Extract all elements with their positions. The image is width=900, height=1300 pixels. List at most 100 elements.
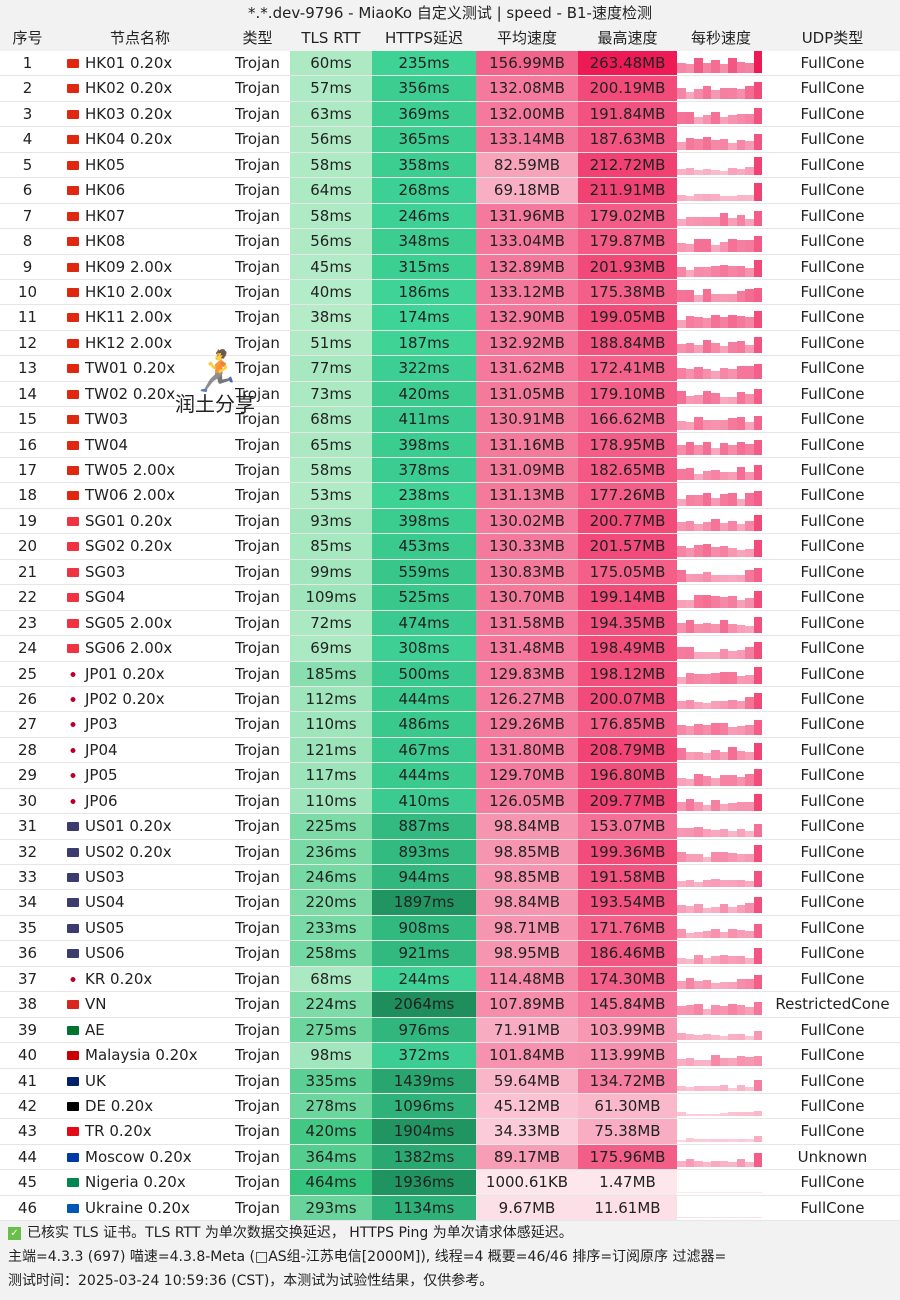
table-row[interactable]: 42 DE 0.20x Trojan 278ms 1096ms 45.12MB 61.30M… [0, 1093, 900, 1120]
protocol-type-cell: Trojan [235, 766, 280, 785]
table-row[interactable]: 36 US06 Trojan 258ms 921ms 98.95MB 186.46MB Ful… [0, 941, 900, 967]
udp-type-cell: FullCone [800, 461, 865, 479]
table-row[interactable]: 46 Ukraine 0.20x Trojan 293ms 1134ms 9.67MB 11… [0, 1195, 900, 1222]
column-header[interactable]: 最高速度 [597, 29, 658, 47]
index-cell: 7 [22, 206, 33, 225]
index-cell: 3 [22, 104, 33, 123]
speed-bar [736, 89, 745, 99]
table-row[interactable]: 44 Moscow 0.20x Trojan 364ms 1382ms 89.17MB 17… [0, 1144, 900, 1171]
speed-bar [711, 701, 720, 710]
table-header: 序号 节点名称 类型 TLS RTT HTTPS延迟 平均速度 最高速度 每秒速度 UDP类型 [0, 26, 900, 51]
table-row[interactable]: 34 US04 Trojan 220ms 1897ms 98.84MB 193.54MB Fu… [0, 890, 900, 916]
table-row[interactable]: 11 HK11 2.00x Trojan 38ms 174ms 132.90MB 199.0… [0, 305, 900, 331]
node-name-cell: Malaysia 0.20x [55, 1043, 225, 1067]
protocol-type-cell: Trojan [235, 1096, 280, 1115]
table-row[interactable]: 22 SG04 Trojan 109ms 525ms 130.70MB 199.14MB Fu… [0, 585, 900, 611]
table-row[interactable]: 4 HK04 0.20x Trojan 56ms 365ms 133.14MB 187.63… [0, 127, 900, 153]
table-row[interactable]: 26 JP02 0.20x Trojan 112ms 444ms 126.27MB 200.… [0, 686, 900, 713]
table-row[interactable]: 9 HK09 2.00x Trojan 45ms 315ms 132.89MB 201.93… [0, 254, 900, 280]
table-row[interactable]: 39 AE Trojan 275ms 976ms 71.91MB 103.99MB FullC… [0, 1017, 900, 1044]
speed-bar [745, 724, 754, 735]
table-row[interactable]: 37 KR 0.20x Trojan 68ms 244ms 114.48MB 174.30M… [0, 966, 900, 993]
speed-bar [677, 623, 686, 634]
table-row[interactable]: 2 HK02 0.20x Trojan 57ms 356ms 132.08MB 200.19… [0, 76, 900, 102]
table-row[interactable]: 45 Nigeria 0.20x Trojan 464ms 1936ms 1000.61K… [0, 1170, 900, 1196]
column-header[interactable]: 类型 [242, 29, 273, 47]
max-speed-cell: 193.54MB [578, 890, 677, 915]
table-row[interactable]: 32 US02 0.20x Trojan 236ms 893ms 98.85MB 199.3… [0, 839, 900, 865]
speed-bar [677, 802, 686, 812]
speed-bar [719, 1085, 728, 1091]
checkbox-checked-icon: ✓ [8, 1226, 21, 1240]
column-header[interactable]: UDP类型 [801, 29, 864, 47]
table-row[interactable]: 19 SG01 0.20x Trojan 93ms 398ms 130.02MB 200.7… [0, 508, 900, 535]
table-row[interactable]: 20 SG02 0.20x Trojan 85ms 453ms 130.33MB 201.5… [0, 534, 900, 560]
column-header[interactable]: 平均速度 [496, 29, 557, 47]
table-row[interactable]: 28 JP04 Trojan 121ms 467ms 131.80MB 208.79MB Fu… [0, 737, 900, 764]
flag-vn-icon [67, 1000, 79, 1010]
table-row[interactable]: 6 HK06 Trojan 64ms 268ms 69.18MB 211.91MB FullC… [0, 178, 900, 204]
per-second-speed-cell [677, 636, 765, 660]
table-row[interactable]: 13 TW01 0.20x Trojan 77ms 322ms 131.62MB 172.4… [0, 356, 900, 382]
table-row[interactable]: 31 US01 0.20x Trojan 225ms 887ms 98.84MB 153.0… [0, 814, 900, 840]
table-row[interactable]: 21 SG03 Trojan 99ms 559ms 130.83MB 175.05MB Ful… [0, 559, 900, 586]
column-header[interactable]: TLS RTT [301, 29, 361, 47]
https-latency-cell: 365ms [372, 127, 476, 152]
table-row[interactable]: 43 TR 0.20x Trojan 420ms 1904ms 34.33MB 75.38M… [0, 1119, 900, 1145]
table-row[interactable]: 16 TW04 Trojan 65ms 398ms 131.16MB 178.95MB Ful… [0, 432, 900, 458]
table-row[interactable]: 12 HK12 2.00x Trojan 51ms 187ms 132.92MB 188.8… [0, 330, 900, 357]
speed-bar [677, 141, 686, 150]
table-row[interactable]: 24 SG06 2.00x Trojan 69ms 308ms 131.48MB 198.4… [0, 636, 900, 662]
column-header[interactable]: 每秒速度 [690, 29, 751, 47]
node-name-cell: HK11 2.00x [55, 305, 225, 329]
table-row[interactable]: 38 VN Trojan 224ms 2064ms 107.89MB 145.84MB Res… [0, 992, 900, 1018]
table-row[interactable]: 18 TW06 2.00x Trojan 53ms 238ms 131.13MB 177.2… [0, 483, 900, 509]
table-row[interactable]: 7 HK07 Trojan 58ms 246ms 131.96MB 179.02MB Full… [0, 203, 900, 230]
speed-bar [711, 1217, 720, 1219]
per-second-speed-cell [677, 662, 765, 686]
speed-bar [719, 804, 728, 812]
per-second-speed-cell [677, 611, 765, 635]
table-row[interactable]: 5 HK05 Trojan 58ms 358ms 82.59MB 212.72MB FullC… [0, 152, 900, 179]
table-row[interactable]: 15 TW03 Trojan 68ms 411ms 130.91MB 166.62MB Ful… [0, 407, 900, 433]
max-speed-cell: 11.61MB [578, 1195, 677, 1221]
udp-type-cell: FullCone [800, 1071, 865, 1090]
table-row[interactable]: 40 Malaysia 0.20x Trojan 98ms 372ms 101.84MB 1… [0, 1043, 900, 1069]
node-name-cell: TW06 2.00x [55, 483, 225, 507]
index-cell: 22 [17, 588, 38, 607]
table-row[interactable]: 33 US03 Trojan 246ms 944ms 98.85MB 191.58MB Ful… [0, 865, 900, 891]
table-row[interactable]: 30 JP06 Trojan 110ms 410ms 126.05MB 209.77MB Fu… [0, 788, 900, 815]
table-row[interactable]: 8 HK08 Trojan 56ms 348ms 133.04MB 179.87MB Full… [0, 229, 900, 255]
tls-rtt-cell: 53ms [290, 483, 372, 508]
tls-rtt-cell: 77ms [290, 356, 372, 381]
table-row[interactable]: 41 UK Trojan 335ms 1439ms 59.64MB 134.72MB Full… [0, 1068, 900, 1094]
column-header[interactable]: HTTPS延迟 [385, 29, 463, 47]
column-header[interactable]: 节点名称 [109, 29, 170, 47]
tls-rtt-cell: 110ms [290, 788, 372, 814]
table-row[interactable]: 29 JP05 Trojan 117ms 444ms 129.70MB 196.80MB Fu… [0, 763, 900, 789]
tls-rtt-cell: 233ms [290, 915, 372, 941]
node-name-cell: US02 0.20x [55, 840, 225, 864]
max-speed-cell: 172.41MB [578, 356, 677, 381]
table-row[interactable]: 14 TW02 0.20x Trojan 73ms 420ms 131.05MB 179.1… [0, 381, 900, 408]
column-header[interactable]: 序号 [12, 29, 43, 47]
speed-bar [728, 293, 737, 303]
flag-hk-icon [67, 287, 79, 297]
table-row[interactable]: 35 US05 Trojan 233ms 908ms 98.71MB 171.76MB Ful… [0, 915, 900, 942]
node-name-cell: Ukraine 0.20x [55, 1196, 225, 1220]
speed-bar [753, 720, 762, 735]
speed-bar [685, 1087, 694, 1091]
table-row[interactable]: 3 HK03 0.20x Trojan 63ms 369ms 132.00MB 191.84… [0, 101, 900, 128]
speed-bar [753, 1217, 762, 1219]
table-row[interactable]: 27 JP03 Trojan 110ms 486ms 129.26MB 176.85MB Fu… [0, 712, 900, 738]
table-row[interactable]: 25 JP01 0.20x Trojan 185ms 500ms 129.83MB 198.… [0, 661, 900, 687]
table-row[interactable]: 23 SG05 2.00x Trojan 72ms 474ms 131.58MB 194.3… [0, 610, 900, 637]
index-cell: 39 [17, 1020, 38, 1039]
table-row[interactable]: 17 TW05 2.00x Trojan 58ms 378ms 131.09MB 182.6… [0, 458, 900, 484]
speed-bar [685, 854, 694, 862]
speed-bar [677, 981, 686, 990]
tls-rtt-cell: 69ms [290, 636, 372, 661]
speed-bar [745, 675, 754, 684]
table-row[interactable]: 10 HK10 2.00x Trojan 40ms 186ms 133.12MB 175.3… [0, 279, 900, 306]
table-row[interactable]: 1 HK01 0.20x Trojan 60ms 235ms 156.99MB 263.48… [0, 51, 900, 77]
